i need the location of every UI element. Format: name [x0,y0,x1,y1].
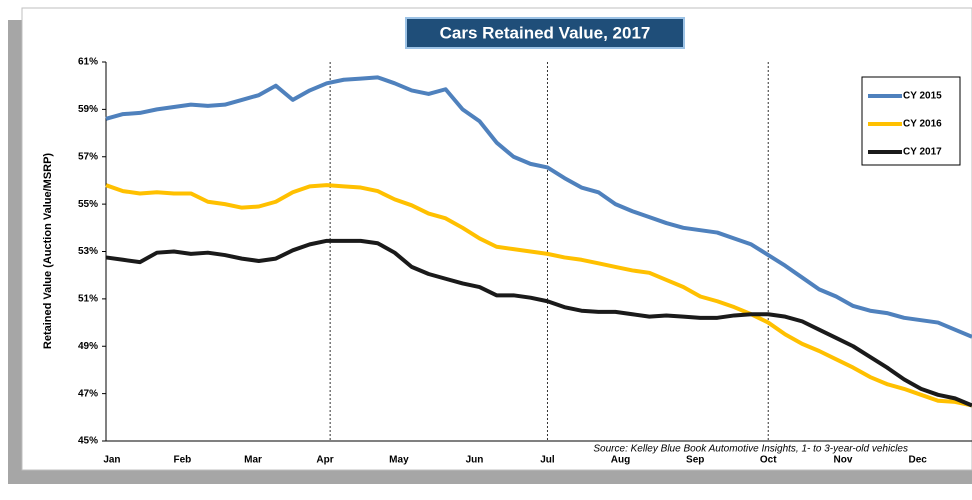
x-tick-label: Feb [174,455,192,466]
source: Source: Kelley Blue Book Automotive Insi… [593,444,908,455]
y-tick-label: 53% [78,246,98,257]
series-line [105,183,972,408]
y-tick-label: 55% [78,199,98,210]
y-axis-label: Retained Value (Auction Value/MSRP) [42,153,54,350]
x-tick-label: Mar [244,455,262,466]
y-tick-label: 51% [78,294,98,305]
series-line [105,75,972,339]
chart-title: Cars Retained Value, 2017 [440,23,651,42]
title-box [405,17,685,49]
legend-label: CY 2017 [903,147,942,158]
x-tick-label: Sep [686,455,704,466]
x-tick-label: Dec [908,455,927,466]
y-tick-label: 61% [78,57,98,68]
x-tick-label: Oct [760,455,777,466]
x-tick-label: Jul [540,455,555,466]
x-tick-label: May [389,455,409,466]
y-tick-label: 59% [78,104,98,115]
legend-label: CY 2015 [903,91,942,102]
x-tick-label: Jun [466,455,484,466]
x-tick-label: Nov [833,455,852,466]
y-tick-label: 49% [78,341,98,352]
x-tick-label: Jan [103,455,120,466]
y-tick-label: 47% [78,388,98,399]
y-tick-label: 45% [78,436,98,447]
series-line [105,238,972,408]
x-tick-label: Apr [316,455,333,466]
x-tick-label: Aug [611,455,630,466]
y-tick-label: 57% [78,151,98,162]
panel [21,7,972,471]
legend-label: CY 2016 [903,119,942,130]
